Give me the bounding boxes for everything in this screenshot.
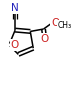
Text: O: O (51, 18, 60, 28)
Text: O: O (41, 34, 49, 44)
Text: N: N (11, 3, 19, 13)
Text: O: O (11, 40, 19, 50)
Text: CH₃: CH₃ (58, 21, 72, 30)
